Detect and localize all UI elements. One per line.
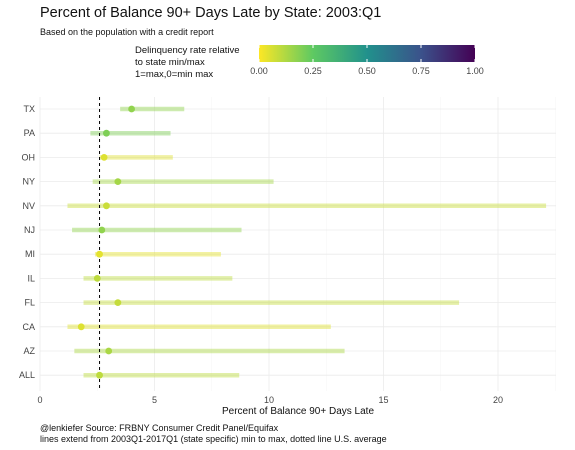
y-tick-label: PA (24, 128, 35, 138)
plot-background (40, 97, 556, 391)
dot-pa (103, 129, 110, 137)
y-tick-label: AZ (23, 346, 35, 356)
legend-title-line-2: to state min/max (135, 57, 205, 68)
legend-tick-label: 0.00 (250, 66, 268, 76)
caption-line-1: @lenkiefer Source: FRBNY Consumer Credit… (40, 423, 279, 433)
x-axis-label: Percent of Balance 90+ Days Late (222, 406, 374, 417)
legend-title-line-1: Delinquency rate relative (135, 45, 240, 56)
x-tick-label: 5 (152, 395, 157, 405)
legend-tick-label: 0.25 (304, 66, 322, 76)
chart-title: Percent of Balance 90+ Days Late by Stat… (40, 5, 381, 21)
x-tick-label: 15 (378, 395, 388, 405)
dot-mi (96, 250, 103, 258)
y-tick-label: NV (22, 201, 35, 211)
y-tick-label: CA (22, 322, 35, 332)
y-tick-label: OH (22, 152, 36, 162)
dot-az (105, 347, 113, 355)
y-tick-label: IL (27, 273, 35, 283)
x-tick-label: 20 (493, 395, 503, 405)
dot-all (96, 371, 103, 379)
dot-oh (100, 154, 108, 161)
y-tick-label: NJ (24, 225, 35, 235)
y-tick-label: NY (22, 177, 35, 187)
legend-title-line-3: 1=max,0=min max (135, 69, 213, 80)
dot-fl (114, 299, 122, 306)
color-legend: Delinquency rate relative to state min/m… (135, 45, 484, 80)
legend-tick-label: 0.75 (412, 66, 430, 76)
y-tick-label: MI (25, 249, 35, 259)
legend-tick-label: 0.50 (358, 66, 376, 76)
dot-tx (128, 105, 136, 113)
dot-nv (103, 202, 110, 210)
y-tick-label: FL (24, 298, 35, 308)
y-tick-label: ALL (19, 370, 35, 380)
plot-area: TX PA OH NY NV NJ MI IL FL CA AZ ALL 0 5 10 15 20 (19, 97, 556, 405)
dot-nj (98, 226, 106, 234)
dot-ca (77, 323, 85, 331)
chart-subtitle: Based on the population with a credit re… (40, 27, 214, 37)
caption-line-2: lines extend from 2003Q1-2017Q1 (state s… (40, 434, 387, 444)
x-tick-label: 10 (264, 395, 274, 405)
legend-tick-label: 1.00 (466, 66, 484, 76)
legend-colorbar (259, 45, 475, 62)
x-tick-label: 0 (37, 395, 42, 405)
dot-il (93, 275, 101, 282)
y-tick-label: TX (23, 104, 35, 114)
dot-ny (114, 178, 122, 186)
